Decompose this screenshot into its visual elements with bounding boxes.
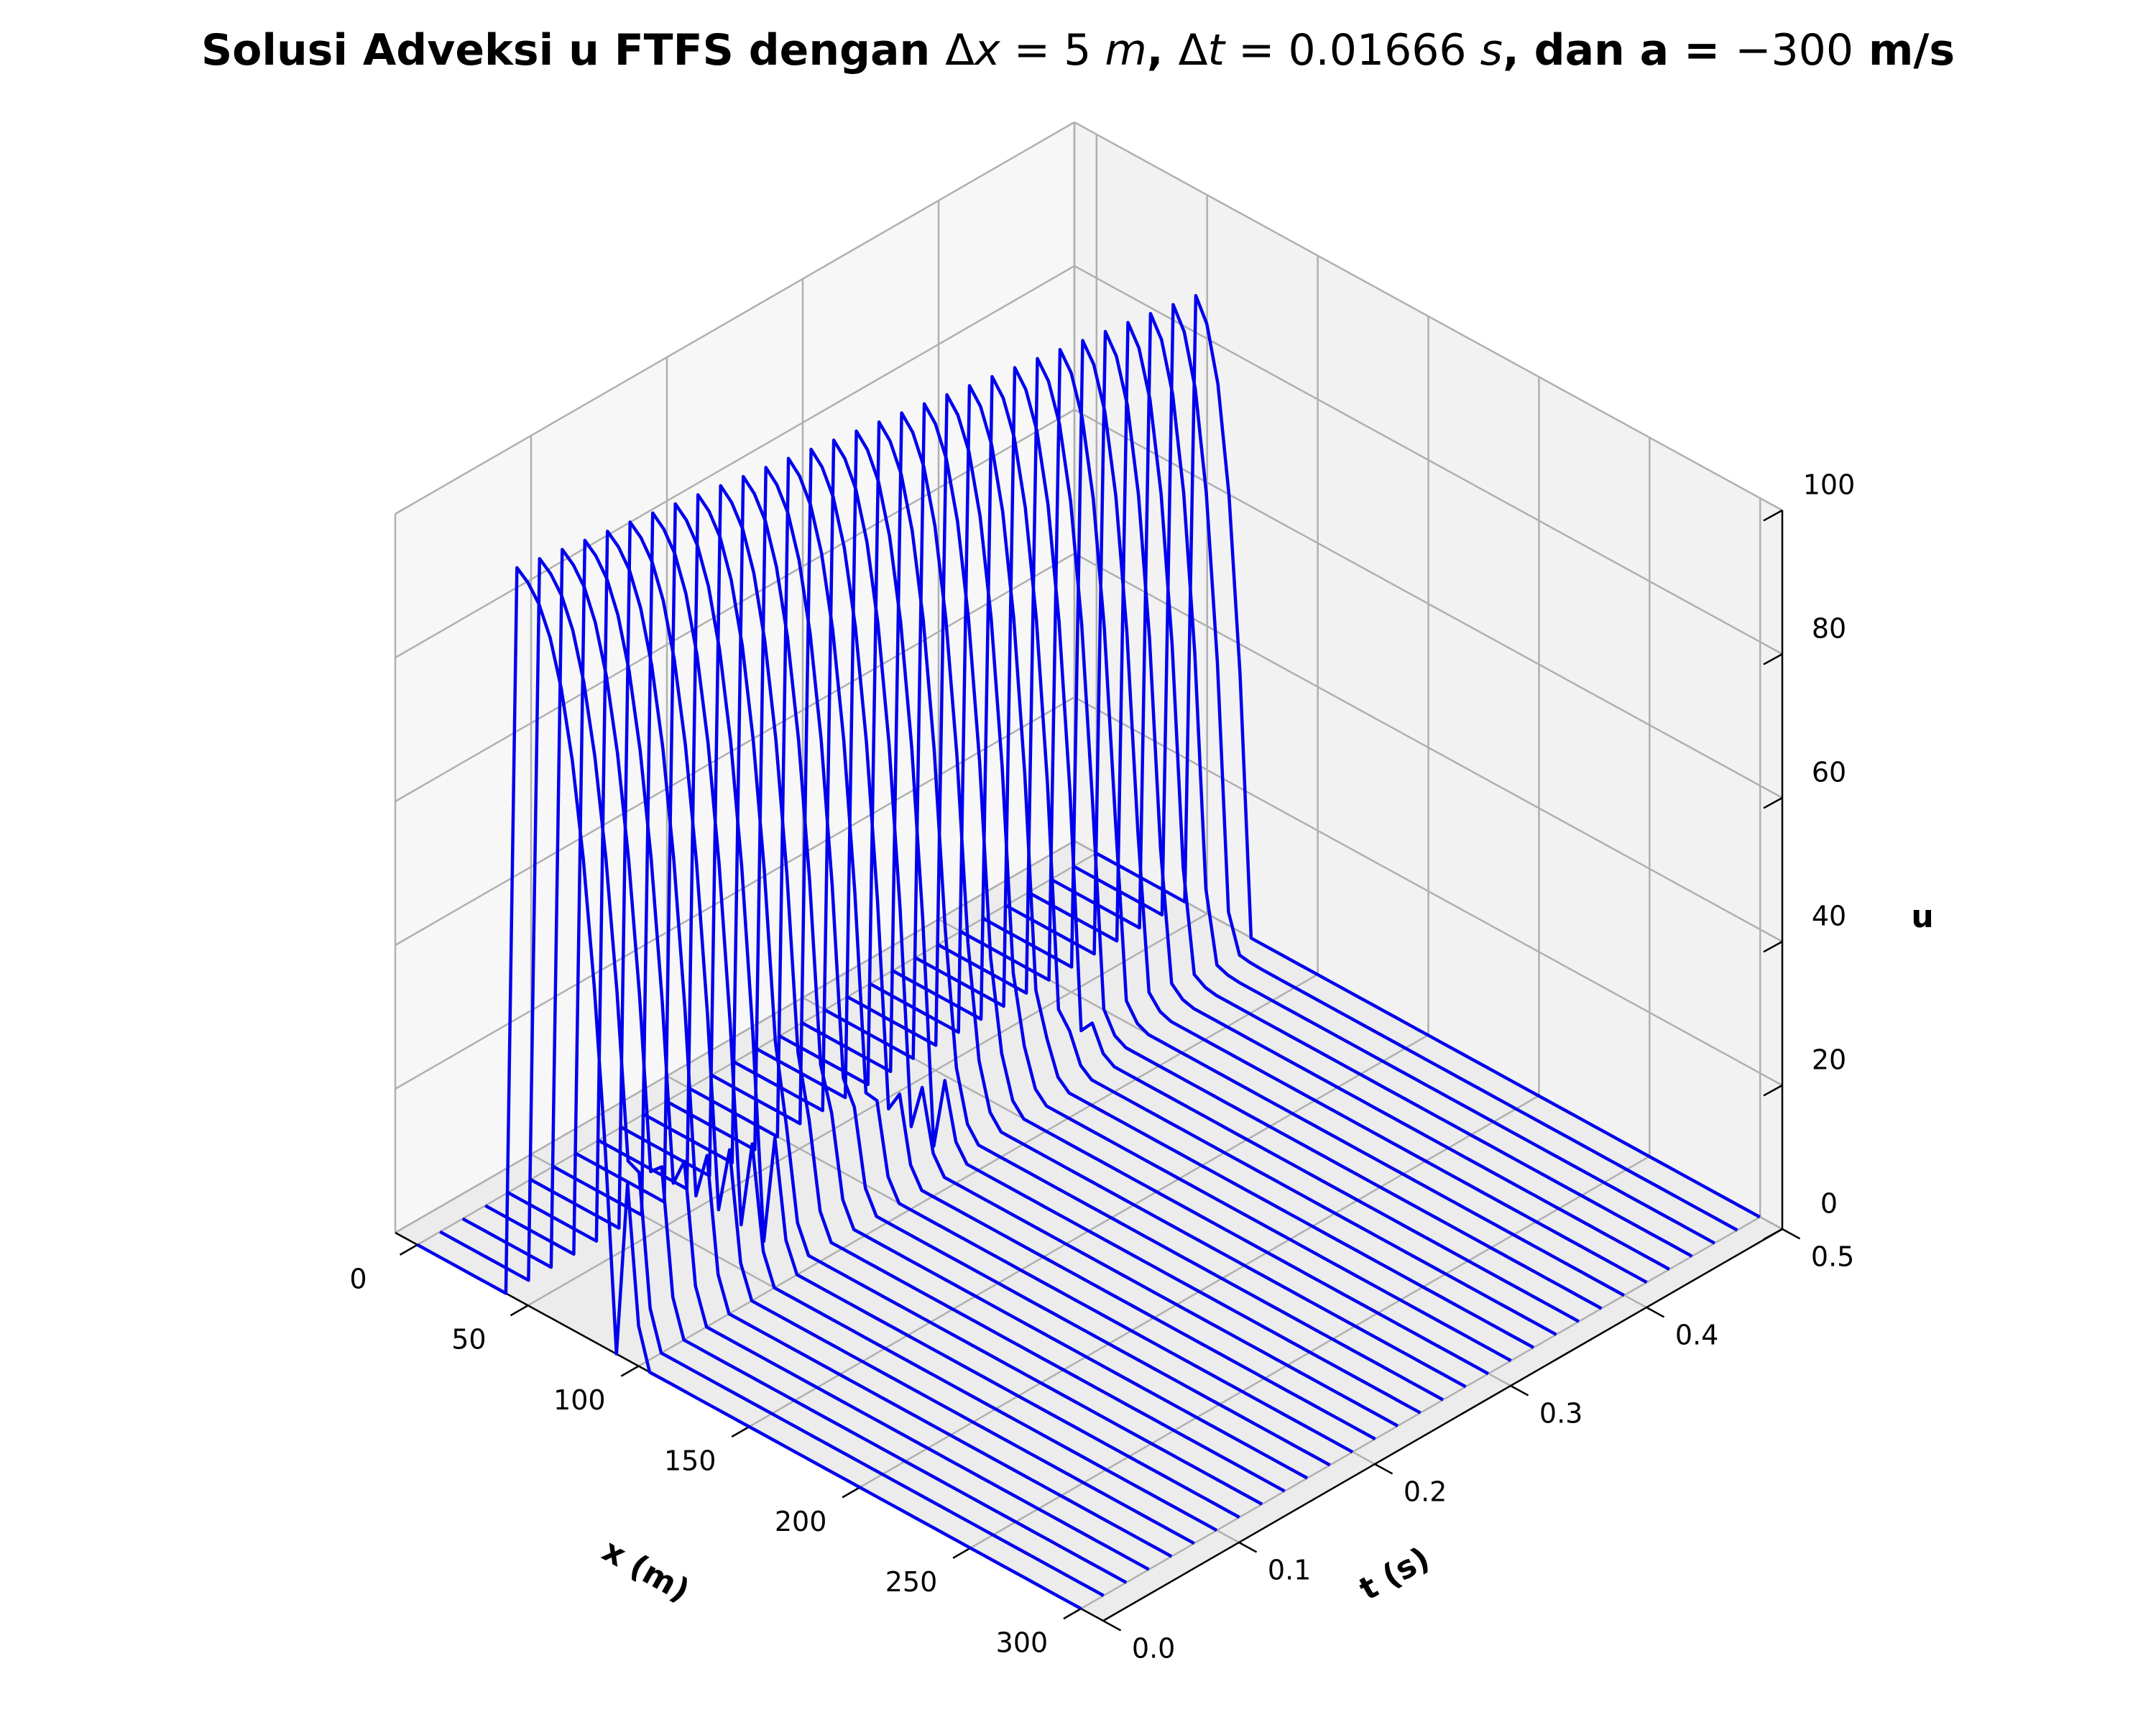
solution-curve-t29	[1072, 303, 1738, 1232]
solution-curve-t19	[846, 393, 1512, 1363]
t-tick-mark	[1510, 1384, 1529, 1397]
x-tick-label: 100	[553, 1384, 606, 1416]
grid-u-left	[395, 121, 1075, 515]
solution-curve-t28	[1050, 311, 1715, 1245]
solution-curve-t25	[982, 339, 1648, 1284]
solution-curve-t4	[507, 529, 1173, 1558]
title-dt-unit: s	[1480, 25, 1503, 75]
x-tick-mark	[842, 1486, 861, 1499]
t-tick-mark	[1102, 1619, 1122, 1632]
axis-ticks: 0 50 100 150 200 250 300 0.0 0.1 0.2 0.3 0.4 0.5 0 20 4…	[349, 469, 1855, 1664]
x-tick-mark	[1063, 1608, 1082, 1620]
u-tick-label: 80	[1812, 612, 1846, 644]
chart-title: Solusi Adveksi u FTFS dengan Δx = 5 m, Δ…	[201, 25, 1955, 75]
grid-x-floor	[528, 913, 1208, 1307]
solution-curve-t17	[801, 411, 1467, 1389]
t-axis-label: t (s)	[1353, 1540, 1436, 1608]
u-tick-mark	[1763, 1084, 1783, 1097]
x-tick-label: 250	[885, 1566, 938, 1598]
x-tick-label: 50	[451, 1324, 486, 1356]
solution-curve-t20	[869, 384, 1535, 1349]
title-dt-eq: = 0.01666	[1225, 25, 1480, 75]
solution-curve-t2	[461, 548, 1128, 1584]
grid-u-left	[395, 264, 1075, 659]
title-dt-symbol: Δ	[1178, 25, 1207, 75]
solution-curve-t13	[711, 447, 1376, 1441]
solution-curve-t1	[439, 556, 1105, 1597]
x-tick-mark	[952, 1547, 971, 1559]
title-a-text: , dan a =	[1503, 25, 1735, 75]
title-prefix: Solusi Adveksi u FTFS dengan	[201, 25, 945, 75]
solution-curve-t15	[756, 429, 1422, 1414]
grid-x-floor	[1080, 1216, 1761, 1610]
t-tick-mark	[1782, 1228, 1801, 1240]
grid-u-back	[1074, 121, 1783, 512]
u-tick-label: 60	[1812, 756, 1846, 788]
u-tick-label: 0	[1820, 1187, 1838, 1219]
t-tick-label: 0.4	[1675, 1319, 1718, 1351]
title-dx-unit: m	[1105, 25, 1146, 75]
solution-curve-t10	[642, 474, 1309, 1480]
solution-curve-t9	[620, 484, 1286, 1493]
x-tick-label: 150	[664, 1445, 717, 1476]
solution-curve-t6	[552, 511, 1218, 1532]
x-tick-label: 300	[996, 1627, 1049, 1659]
x-tick-label: 200	[775, 1506, 827, 1537]
title-dx-symbol: Δ	[945, 25, 975, 75]
title-a-value: −300	[1735, 25, 1853, 75]
solution-curve-t11	[665, 466, 1331, 1467]
t-tick-label: 0.3	[1539, 1397, 1583, 1429]
left-pane	[395, 122, 1074, 1233]
x-tick-mark	[510, 1305, 529, 1317]
solution-curve-t5	[530, 520, 1195, 1545]
u-tick-mark	[1763, 509, 1783, 522]
x-tick-mark	[399, 1243, 418, 1256]
solution-curve-t8	[597, 493, 1263, 1506]
solution-curve-t18	[824, 402, 1490, 1376]
solution-curve-t26	[1005, 329, 1670, 1271]
u-tick-mark	[1763, 940, 1783, 953]
u-tick-mark	[1763, 796, 1783, 809]
t-axis-spine	[1102, 1228, 1783, 1622]
solution-curve-t24	[959, 348, 1625, 1297]
title-dt-var: t	[1208, 25, 1227, 75]
t-tick-label: 0.5	[1811, 1241, 1854, 1272]
title-dx-eq: = 5	[1000, 25, 1105, 75]
grid-u-back	[1074, 264, 1783, 656]
solution-curve-t7	[575, 502, 1240, 1519]
solution-curve-t23	[936, 356, 1603, 1310]
u-tick-label: 40	[1812, 900, 1846, 932]
u-tick-label: 20	[1812, 1044, 1846, 1075]
t-tick-label: 0.0	[1132, 1632, 1175, 1664]
u-tick-mark	[1763, 1228, 1783, 1241]
solution-curve-t22	[914, 366, 1580, 1323]
solution-curve-t21	[891, 374, 1557, 1336]
u-axis-label: u	[1911, 898, 1933, 935]
solution-curves	[416, 293, 1761, 1611]
solution-curve-t16	[778, 420, 1445, 1402]
solution-curve-t30	[1095, 293, 1761, 1219]
t-tick-mark	[1374, 1463, 1393, 1475]
t-tick-label: 0.1	[1268, 1554, 1311, 1586]
solution-curve-t12	[688, 456, 1354, 1454]
solution-curve-t14	[733, 438, 1399, 1427]
solution-curve-t3	[484, 538, 1150, 1571]
solution-curve-t27	[1027, 321, 1693, 1258]
solution-curve-t0	[416, 566, 1082, 1611]
t-tick-label: 0.2	[1404, 1476, 1447, 1507]
u-tick-mark	[1763, 653, 1783, 666]
x-tick-mark	[620, 1365, 640, 1377]
grid-u-back	[1074, 696, 1783, 1087]
title-sep: ,	[1147, 25, 1179, 75]
u-tick-label: 100	[1803, 469, 1856, 500]
grid-u-left	[395, 552, 1075, 947]
title-a-unit: m/s	[1853, 25, 1955, 75]
t-tick-mark	[1238, 1541, 1258, 1553]
x-tick-mark	[731, 1425, 750, 1438]
x-tick-label: 0	[349, 1263, 367, 1294]
t-tick-mark	[1646, 1306, 1665, 1318]
title-dx-var: x	[973, 25, 1000, 75]
x-axis-label: x (m)	[596, 1532, 696, 1610]
